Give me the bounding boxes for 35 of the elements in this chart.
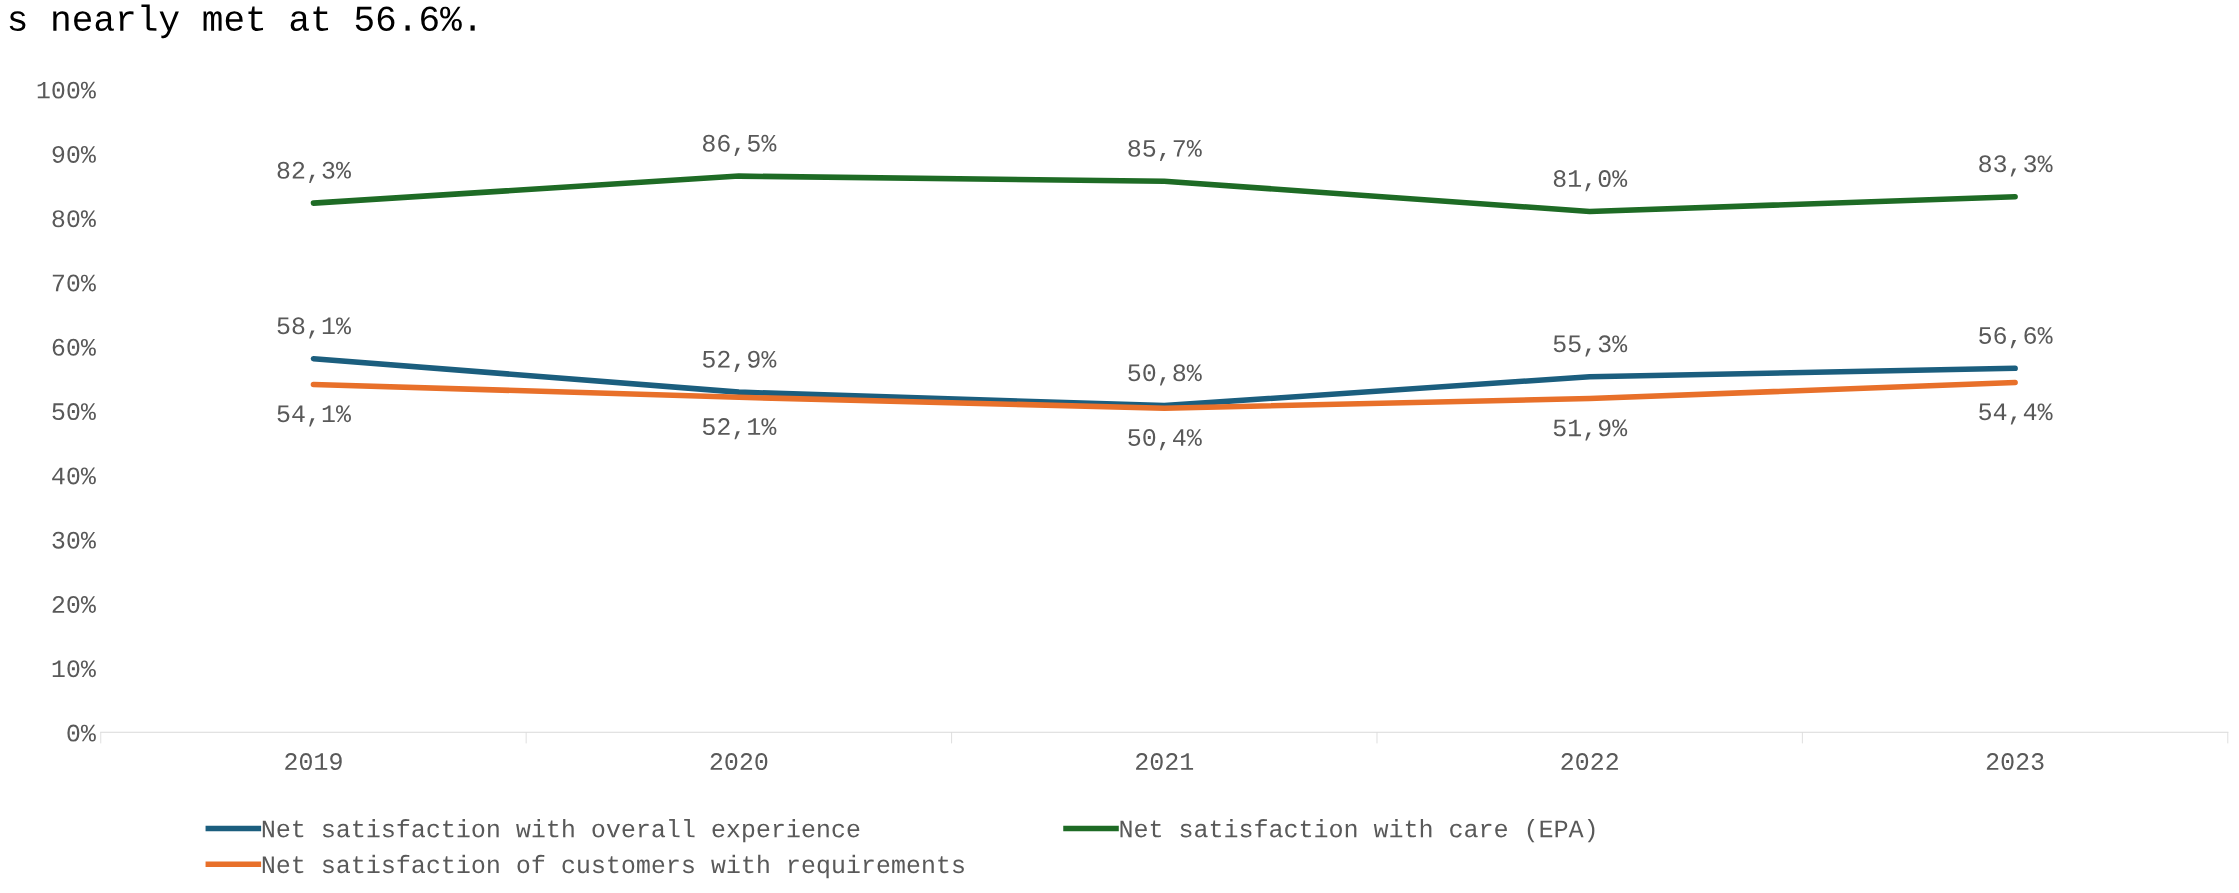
data-label: 83,3% [1979, 155, 2053, 177]
y-tick-label: 10% [52, 660, 96, 678]
x-tick-label: 2020 [710, 753, 768, 771]
data-label: 54,4% [1979, 403, 2053, 425]
data-label: 81,0% [1553, 170, 1628, 192]
y-tick-label: 60% [52, 338, 96, 356]
y-tick-label: 40% [52, 467, 96, 485]
y-tick-label: 0% [67, 724, 96, 742]
data-label: 55,3% [1553, 335, 1628, 357]
y-tick-label: 70% [52, 274, 96, 292]
data-label: 85,7% [1128, 139, 1202, 162]
data-label: 54,1% [277, 405, 351, 427]
y-tick-label: 100% [37, 81, 96, 99]
y-tick-label: 50% [52, 403, 96, 421]
y-tick-label: 90% [52, 145, 96, 163]
x-tick-label: 2021 [1136, 753, 1194, 771]
data-label: 50,4% [1128, 429, 1202, 451]
data-label: 50,8% [1128, 364, 1202, 386]
chart-title: s nearly met at 56.6%. [9, 4, 475, 39]
y-tick-label: 30% [52, 531, 96, 549]
data-label: 51,9% [1553, 419, 1628, 441]
x-tick-label: 2022 [1561, 753, 1618, 771]
legend-label: Net satisfaction with care (EPA) [1120, 819, 1595, 843]
legend-label: Net satisfaction with overall experience [262, 819, 860, 843]
data-label: 52,9% [702, 350, 777, 372]
y-tick-label: 20% [52, 596, 96, 613]
data-label: 86,5% [702, 134, 777, 156]
data-label: 82,3% [277, 161, 351, 183]
data-label: 58,1% [277, 317, 351, 339]
y-tick-label: 80% [52, 210, 96, 228]
legend-label: Net satisfaction of customers with requirements [262, 854, 964, 879]
data-label: 52,1% [702, 418, 777, 440]
data-label: 56,6% [1979, 326, 2053, 349]
x-tick-label: 2019 [285, 753, 342, 771]
x-tick-label: 2023 [1986, 753, 2044, 771]
